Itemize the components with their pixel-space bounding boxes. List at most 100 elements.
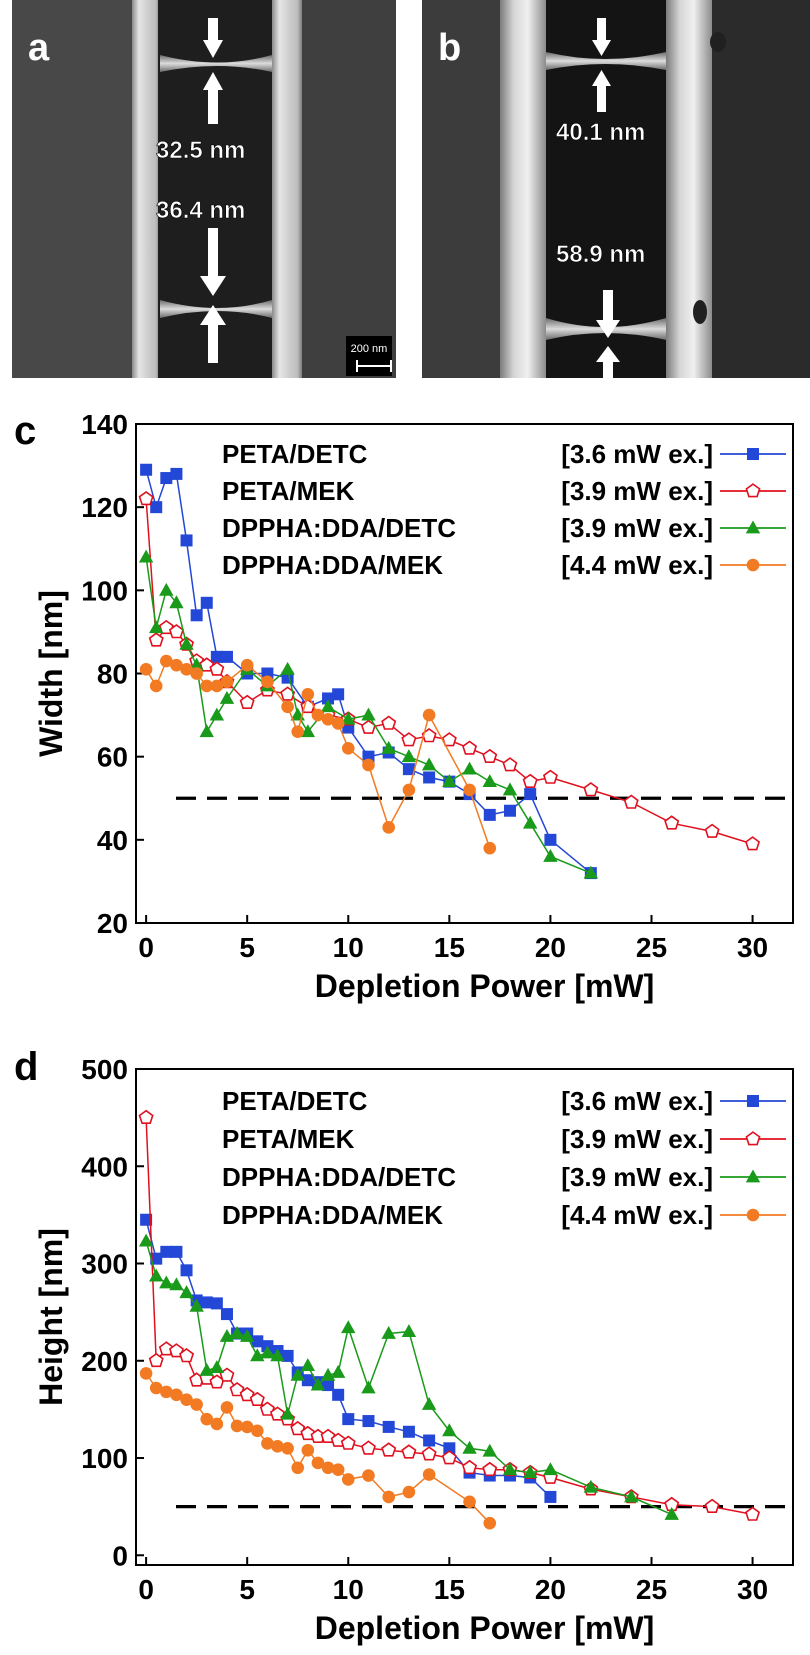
chart-c-y-tick-label: 120 — [81, 492, 128, 523]
chart-c-panel-label: c — [14, 409, 36, 453]
chart-d-point-peta-detc — [210, 1297, 223, 1310]
chart-c-point-dppha-dda-detc — [159, 582, 174, 596]
chart-c-point-peta-detc — [200, 596, 213, 609]
chart-c-series-dppha-dda-mek — [139, 654, 497, 855]
sem-a-bridge-bottom — [160, 300, 272, 318]
chart-c-point-peta-mek — [745, 836, 761, 851]
sem-a-right-wire — [272, 0, 302, 378]
chart-d-point-peta-detc — [332, 1388, 345, 1401]
chart-c-point-dppha-dda-detc — [361, 707, 376, 721]
chart-d-point-dppha-dda-detc — [664, 1506, 679, 1520]
chart-d-point-dppha-dda-mek — [240, 1420, 254, 1434]
chart-d-point-peta-detc — [322, 1379, 335, 1392]
chart-d-y-tick-label: 100 — [81, 1443, 128, 1474]
chart-d-point-dppha-dda-detc — [462, 1440, 477, 1454]
chart-d-legend-condition-dppha-dda-detc: [3.9 mW ex.] — [561, 1162, 713, 1192]
chart-d-legend-name-peta-mek: PETA/MEK — [222, 1124, 355, 1154]
chart-d-point-dppha-dda-mek — [382, 1490, 395, 1504]
chart-d-legend-condition-peta-mek: [3.9 mW ex.] — [561, 1124, 713, 1154]
chart-c-x-tick-label: 0 — [138, 932, 154, 963]
chart-d-legend-condition-peta-detc: [3.6 mW ex.] — [561, 1086, 713, 1116]
chart-d-legend-condition-dppha-dda-mek: [4.4 mW ex.] — [561, 1200, 713, 1230]
chart-c-x-tick-label: 5 — [239, 932, 255, 963]
chart-c-point-peta-mek — [148, 632, 164, 647]
chart-d-point-dppha-dda-mek — [331, 1463, 345, 1476]
chart-c-point-dppha-dda-mek — [291, 725, 305, 739]
chart-d-line-dppha-dda-mek — [145, 1372, 491, 1524]
chart-c-point-dppha-dda-detc — [523, 815, 538, 829]
chart-d-point-dppha-dda-detc — [280, 1406, 295, 1420]
chart-d-point-peta-mek — [704, 1498, 720, 1513]
chart-d-point-peta-detc — [382, 1420, 395, 1433]
chart-d-plot-frame — [135, 1068, 794, 1566]
chart-d-point-dppha-dda-detc — [310, 1377, 326, 1391]
chart-d-point-peta-mek — [745, 1506, 761, 1521]
chart-c-point-dppha-dda-mek — [220, 675, 234, 689]
chart-d-series-dppha-dda-mek — [139, 1367, 497, 1530]
chart-d-point-dppha-dda-detc — [138, 1233, 154, 1247]
chart-c-y-tick-label: 60 — [97, 742, 128, 773]
chart-c-y-tick-label: 40 — [97, 825, 128, 856]
chart-c-point-dppha-dda-mek — [331, 717, 345, 730]
chart-c-legend-marker-dppha-dda-mek — [746, 558, 760, 572]
chart-d-y-axis-label: Height [nm] — [33, 1228, 69, 1406]
chart-c-point-dppha-dda-mek — [382, 821, 395, 834]
chart-d-point-peta-detc — [170, 1245, 183, 1258]
chart-d-point-dppha-dda-mek — [463, 1495, 476, 1509]
chart-d-point-dppha-dda-detc — [179, 1285, 194, 1299]
chart-d-x-tick-label: 5 — [239, 1574, 255, 1605]
chart-c-point-peta-detc — [170, 467, 183, 480]
chart-d-point-peta-mek — [441, 1450, 457, 1465]
sem-b-arrow-bottom-down — [596, 290, 620, 338]
chart-c-point-peta-mek — [583, 782, 599, 797]
chart-c-x-tick-label: 25 — [636, 932, 667, 963]
chart-d-point-peta-detc — [443, 1442, 456, 1455]
chart-d-point-dppha-dda-detc — [482, 1443, 497, 1457]
sem-b-arrow-top-up — [592, 70, 611, 112]
chart-c-point-peta-mek — [138, 491, 154, 506]
chart-d-point-peta-mek — [179, 1348, 195, 1363]
chart-d-legend-name-peta-detc: PETA/DETC — [222, 1086, 368, 1116]
chart-c-point-peta-detc — [140, 463, 153, 476]
chart-c-point-dppha-dda-mek — [261, 675, 274, 689]
chart-d-x-tick-label: 0 — [138, 1574, 154, 1605]
chart-c-point-dppha-dda-mek — [170, 658, 183, 672]
chart-d-y-tick-label: 400 — [81, 1151, 128, 1182]
chart-c-point-peta-detc — [160, 472, 173, 485]
sem-b-arrow-top-down — [592, 18, 611, 56]
chart-d-point-peta-detc — [200, 1296, 213, 1309]
chart-c-series-dppha-dda-detc — [138, 549, 599, 879]
chart-d-legend-name-dppha-dda-detc: DPPHA:DDA/DETC — [222, 1162, 456, 1192]
sem-a-left-wire — [132, 0, 160, 378]
chart-c-point-peta-mek — [401, 732, 417, 747]
chart-c-point-peta-detc — [544, 833, 557, 846]
chart-d-point-dppha-dda-mek — [230, 1419, 244, 1433]
chart-d-point-peta-mek — [401, 1444, 417, 1459]
chart-c-legend-name-dppha-dda-detc: DPPHA:DDA/DETC — [222, 513, 456, 543]
chart-c-point-dppha-dda-mek — [483, 841, 497, 855]
chart-d-point-dppha-dda-mek — [190, 1398, 203, 1411]
chart-d-point-peta-detc — [150, 1252, 163, 1265]
chart-c-point-dppha-dda-detc — [300, 724, 316, 738]
chart-d-point-peta-mek — [462, 1459, 478, 1475]
chart-d-point-dppha-dda-mek — [261, 1437, 274, 1450]
chart-c-point-dppha-dda-mek — [463, 783, 476, 797]
chart-d-point-dppha-dda-detc — [239, 1328, 255, 1342]
chart-d-point-dppha-dda-detc — [330, 1364, 346, 1378]
chart-c-legend-name-dppha-dda-mek: DPPHA:DDA/MEK — [222, 550, 443, 580]
chart-d-point-dppha-dda-detc — [361, 1380, 376, 1394]
sem-a-scalebar — [356, 360, 392, 372]
chart-d-point-dppha-dda-detc — [341, 1320, 356, 1334]
chart-d-point-dppha-dda-detc — [543, 1462, 558, 1476]
chart-d-point-peta-mek — [360, 1440, 376, 1455]
chart-c-point-peta-mek — [239, 694, 255, 710]
chart-c-point-peta-mek — [300, 698, 316, 714]
chart-c-y-tick-label: 140 — [81, 409, 128, 440]
chart-d-point-dppha-dda-detc — [149, 1268, 164, 1282]
chart-d-point-peta-mek — [340, 1435, 356, 1450]
chart-c-legend-condition-dppha-dda-mek: [4.4 mW ex.] — [561, 550, 713, 580]
chart-d-point-dppha-dda-mek — [220, 1401, 234, 1414]
chart-c-point-dppha-dda-detc — [401, 749, 417, 763]
